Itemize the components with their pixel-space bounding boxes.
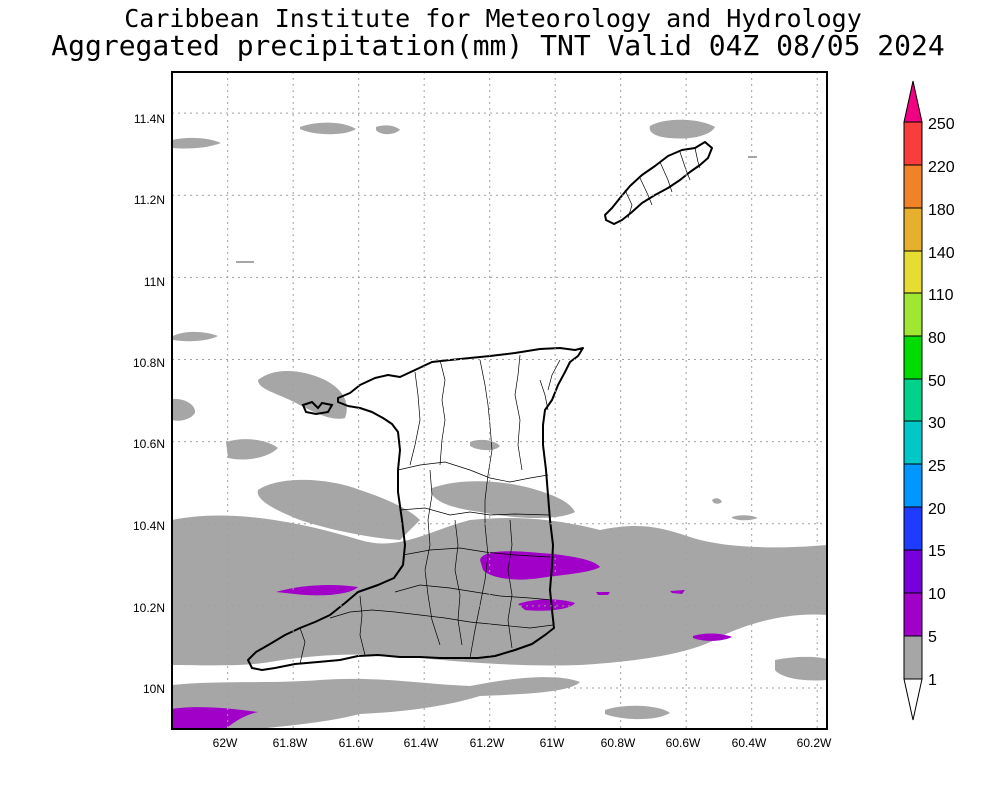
lat-tick-label: 11.2N	[134, 193, 165, 207]
colorbar-segment	[903, 207, 923, 252]
lon-tick-label: 60.2W	[797, 736, 832, 750]
precip-heavy-southeast	[518, 599, 575, 611]
colorbar-label: 140	[928, 245, 955, 262]
precip-band-far-south	[172, 677, 580, 729]
colorbar-segment	[903, 250, 923, 294]
lon-tick-label: 61.8W	[273, 736, 308, 750]
colorbar-segment	[903, 335, 923, 380]
lon-tick-label: 60.4W	[732, 736, 767, 750]
colorbar-bottom-triangle	[903, 678, 923, 721]
precip-light-areas	[172, 119, 827, 729]
colorbar: 1 5 10 15 20 25 30 50 80 110 140 180 220…	[903, 80, 955, 721]
lon-tick-label: 60.6W	[666, 736, 701, 750]
precip-band-central	[431, 481, 575, 518]
lat-tick-label: 10.2N	[133, 601, 165, 615]
precip-patch-west-1	[172, 398, 196, 421]
lat-tick-label: 10.8N	[133, 356, 165, 370]
lat-axis-labels: 10N 10.2N 10.4N 10.6N 10.8N 11N 11.2N 11…	[133, 112, 165, 696]
precip-band-south-main	[172, 515, 827, 666]
colorbar-segment	[903, 463, 923, 508]
precip-patch-dash-2	[748, 156, 757, 158]
coastlines	[247, 141, 713, 671]
colorbar-segment	[903, 292, 923, 337]
colorbar-label: 15	[928, 543, 946, 560]
lon-tick-label: 61.6W	[339, 736, 374, 750]
trinidad-admin-boundaries	[299, 147, 701, 665]
precip-patch-north-west	[258, 370, 347, 419]
precip-heavy-southwest	[172, 707, 258, 729]
colorbar-segment	[903, 549, 923, 594]
precip-heavy-dot-1	[596, 592, 610, 595]
colorbar-label: 220	[928, 159, 955, 176]
precip-patch-south-east-small	[605, 705, 670, 720]
colorbar-top-triangle	[903, 80, 923, 123]
lat-tick-label: 11N	[144, 275, 165, 289]
precip-patch-west-2	[173, 331, 218, 342]
lon-tick-label: 60.8W	[601, 736, 636, 750]
colorbar-label: 1	[928, 672, 937, 689]
colorbar-label: 80	[928, 330, 946, 347]
colorbar-segment	[903, 121, 923, 166]
precip-heavy-west	[276, 584, 358, 596]
lon-axis-labels: 62W 61.8W 61.6W 61.4W 61.2W 61W 60.8W 60…	[213, 736, 832, 750]
trinidad-west-islets	[301, 400, 334, 416]
precip-patch-mid	[470, 439, 500, 451]
trinidad-coastline	[247, 347, 584, 671]
map-plot: 62W 61.8W 61.6W 61.4W 61.2W 61W 60.8W 60…	[133, 71, 832, 750]
colorbar-label: 50	[928, 373, 946, 390]
colorbar-segment	[903, 635, 923, 680]
colorbar-label: 250	[928, 116, 955, 133]
colorbar-label: 30	[928, 415, 946, 432]
lon-tick-label: 61.2W	[470, 736, 505, 750]
precip-band-north-center	[257, 479, 420, 540]
colorbar-label: 180	[928, 202, 955, 219]
precip-layer	[172, 119, 827, 729]
precip-patch-north-2	[376, 125, 400, 135]
lon-tick-label: 61W	[540, 736, 565, 750]
colorbar-label: 20	[928, 501, 946, 518]
lon-tick-label: 62W	[213, 736, 238, 750]
colorbar-label: 25	[928, 458, 946, 475]
lat-tick-label: 10N	[143, 682, 165, 696]
colorbar-label: 110	[928, 287, 954, 304]
colorbar-segment	[903, 506, 923, 551]
plot-frame	[171, 71, 828, 730]
precip-patch-gulf	[226, 439, 278, 460]
precip-patch-east-2	[712, 498, 722, 504]
lat-tick-label: 10.6N	[133, 437, 165, 451]
precip-heavy-dot-2	[670, 590, 685, 594]
colorbar-segment	[903, 420, 923, 465]
precip-patch-dash-1	[236, 261, 254, 263]
precip-patch-southeast	[775, 656, 827, 681]
precip-heavy-east-patch	[693, 633, 732, 641]
colorbar-label: 10	[928, 586, 946, 603]
lat-tick-label: 11.4N	[134, 112, 165, 126]
lat-tick-label: 10.4N	[133, 519, 165, 533]
title-line-1: Caribbean Institute for Meteorology and …	[124, 4, 862, 33]
precip-patch-tobago	[649, 119, 715, 139]
precip-patch-northwest-top	[172, 137, 221, 149]
title-line-2: Aggregated precipitation(mm) TNT Valid 0…	[51, 29, 944, 62]
colorbar-segment	[903, 378, 923, 422]
map-gridlines	[172, 72, 827, 729]
colorbar-segment	[903, 592, 923, 637]
colorbar-label: 5	[928, 629, 937, 646]
colorbar-segment	[903, 164, 923, 209]
precip-patch-north-1	[300, 122, 356, 135]
lon-tick-label: 61.4W	[404, 736, 439, 750]
